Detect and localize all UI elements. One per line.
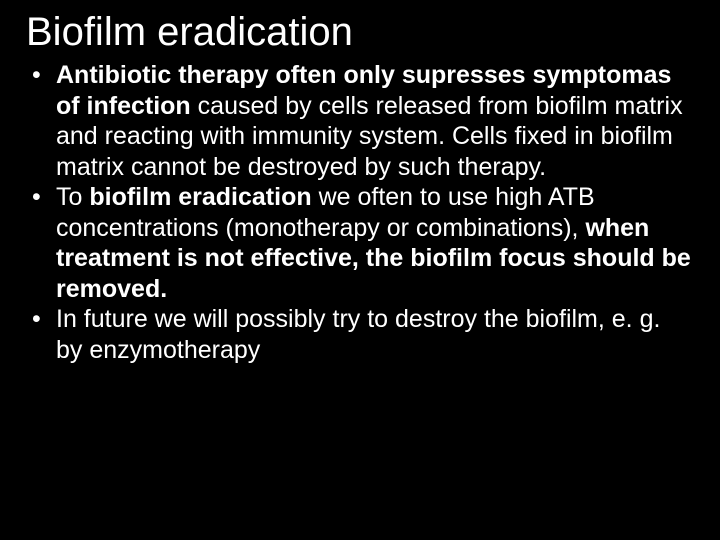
slide: Biofilm eradication Antibiotic therapy o… xyxy=(0,0,720,540)
body-text: In future we will possibly try to destro… xyxy=(56,305,660,364)
list-item: To biofilm eradication we often to use h… xyxy=(28,182,692,304)
list-item: In future we will possibly try to destro… xyxy=(28,304,692,365)
bold-text: biofilm eradication xyxy=(89,183,311,211)
list-item: Antibiotic therapy often only supresses … xyxy=(28,60,692,182)
bullet-list: Antibiotic therapy often only supresses … xyxy=(20,60,700,365)
slide-title: Biofilm eradication xyxy=(26,10,700,54)
body-text: To xyxy=(56,183,89,211)
